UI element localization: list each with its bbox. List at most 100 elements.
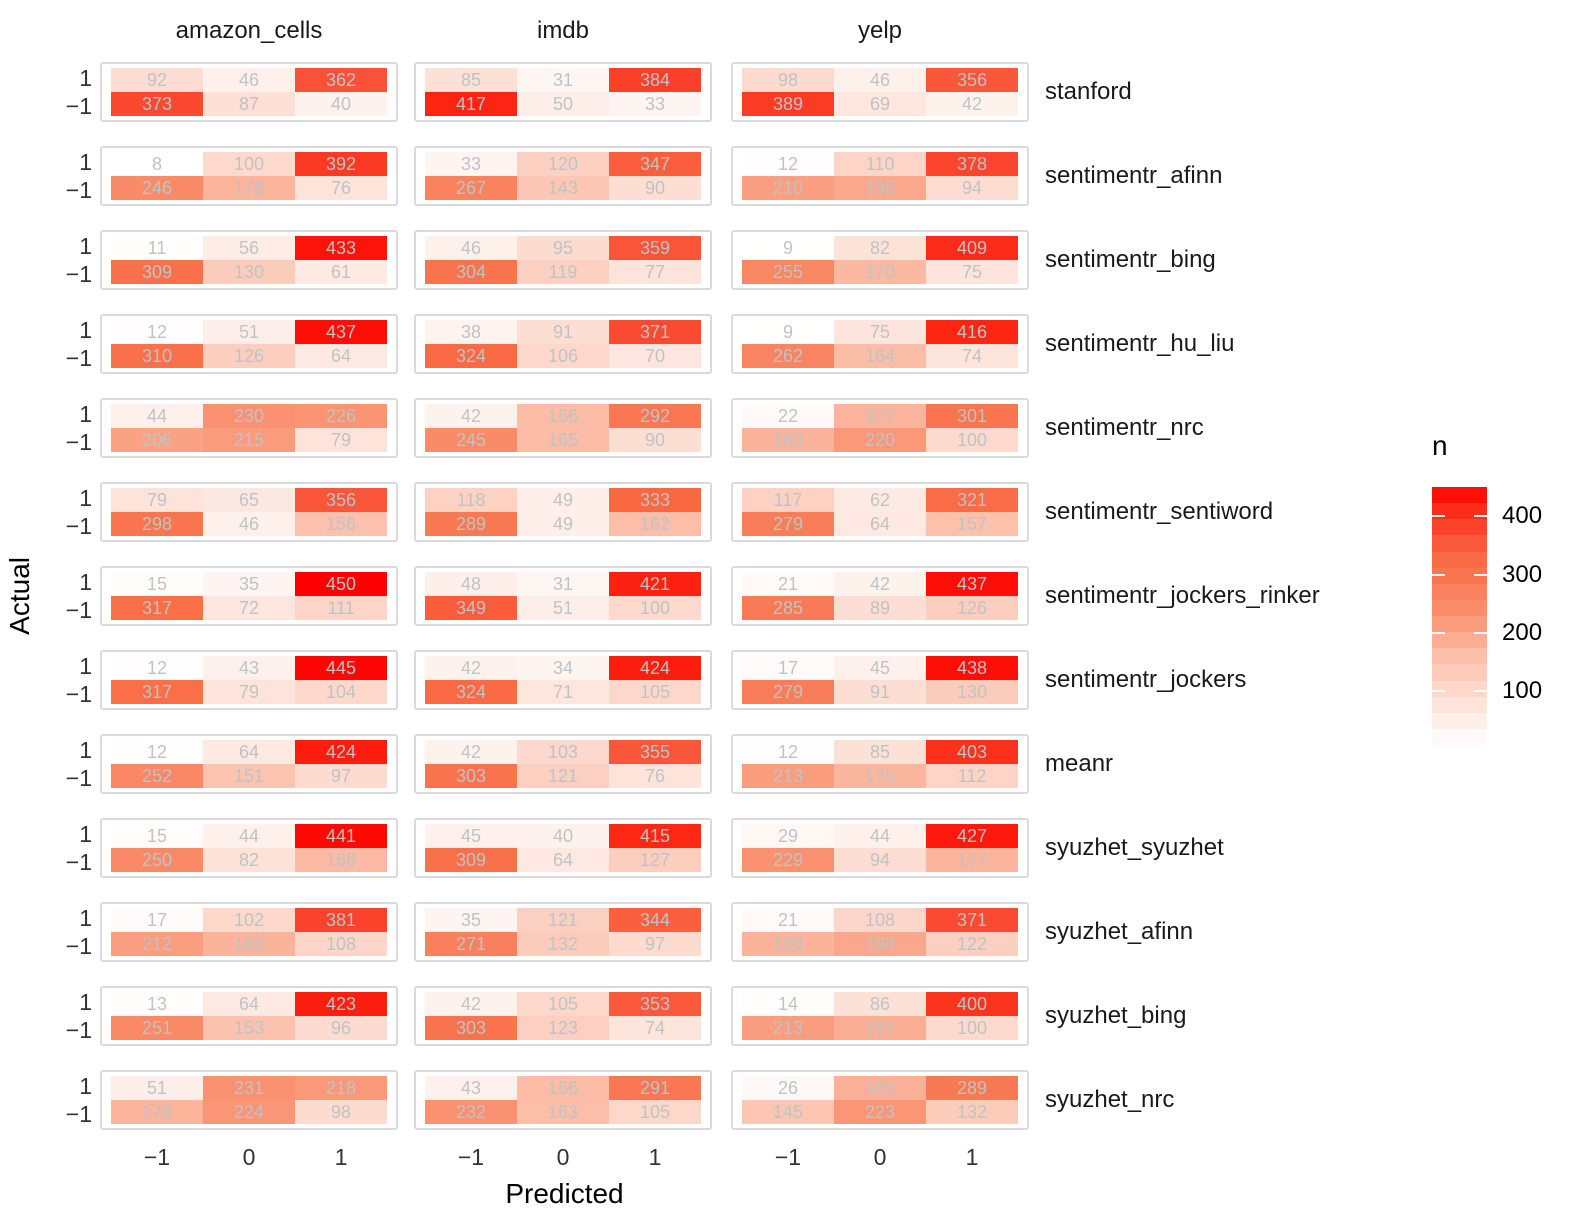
- heatmap-tile: 285: [742, 596, 834, 620]
- heatmap-tile: 42: [926, 92, 1018, 116]
- y-tick-label: −1: [65, 681, 92, 707]
- heatmap-tile: 100: [609, 596, 701, 620]
- facet-panel-syuzhet_nrc-imdb: 43 166 291 232 163 105: [414, 1070, 712, 1130]
- heatmap-tile: 49: [517, 512, 609, 536]
- heatmap-tile: 40: [295, 92, 387, 116]
- tile-grid: 11 56 433 309 130 61: [111, 236, 387, 284]
- heatmap-tile: 437: [295, 320, 387, 344]
- heatmap-tile: 17: [742, 656, 834, 680]
- y-tick-label: −1: [65, 513, 92, 539]
- heatmap-tile: 51: [517, 596, 609, 620]
- facet-panel-syuzhet_nrc-amazon_cells: 51 231 218 178 224 98: [100, 1070, 398, 1130]
- heatmap-tile: 46: [203, 68, 295, 92]
- heatmap-tile: 42: [425, 656, 517, 680]
- tile-grid: 45 40 415 309 64 127: [425, 824, 701, 872]
- heatmap-tile: 112: [926, 764, 1018, 788]
- facet-row-label-sentimentr_jockers: sentimentr_jockers: [1045, 666, 1247, 693]
- heatmap-tile: 303: [425, 1016, 517, 1040]
- heatmap-tile: 98: [295, 1100, 387, 1124]
- heatmap-tile: 98: [742, 68, 834, 92]
- facet-panel-sentimentr_jockers_rinker-yelp: 21 42 437 285 89 126: [731, 566, 1029, 626]
- heatmap-tile: 97: [295, 764, 387, 788]
- heatmap-tile: 309: [425, 848, 517, 872]
- heatmap-tile: 223: [834, 1100, 926, 1124]
- tile-grid: 118 49 333 289 49 162: [425, 488, 701, 536]
- heatmap-tile: 359: [609, 236, 701, 260]
- tile-grid: 92 46 362 373 87 40: [111, 68, 387, 116]
- y-tick-label: −1: [65, 93, 92, 119]
- legend-band: [1432, 551, 1487, 569]
- facet-panel-syuzhet_syuzhet-imdb: 45 40 415 309 64 127: [414, 818, 712, 878]
- heatmap-tile: 64: [834, 512, 926, 536]
- heatmap-tile: 94: [834, 848, 926, 872]
- heatmap-tile: 45: [425, 824, 517, 848]
- heatmap-tile: 26: [742, 1076, 834, 1100]
- heatmap-tile: 87: [203, 92, 295, 116]
- heatmap-tile: 86: [834, 992, 926, 1016]
- heatmap-tile: 362: [295, 68, 387, 92]
- heatmap-tile: 403: [926, 740, 1018, 764]
- heatmap-tile: 232: [425, 1100, 517, 1124]
- heatmap-tile: 105: [609, 1100, 701, 1124]
- facet-column-strip-amazon_cells: amazon_cells: [175, 17, 323, 44]
- heatmap-tile: 145: [742, 1100, 834, 1124]
- heatmap-tile: 441: [295, 824, 387, 848]
- heatmap-tile: 198: [834, 932, 926, 956]
- tile-grid: 12 85 403 213 175 112: [742, 740, 1018, 788]
- heatmap-tile: 75: [926, 260, 1018, 284]
- heatmap-tile: 15: [111, 572, 203, 596]
- heatmap-tile: 40: [517, 824, 609, 848]
- heatmap-tile: 157: [926, 512, 1018, 536]
- heatmap-tile: 12: [742, 740, 834, 764]
- legend-band: [1432, 599, 1487, 617]
- heatmap-tile: 132: [926, 1100, 1018, 1124]
- heatmap-tile: 143: [517, 176, 609, 200]
- heatmap-tile: 48: [425, 572, 517, 596]
- x-tick-label: 0: [873, 1144, 887, 1170]
- facet-row-label-sentimentr_afinn: sentimentr_afinn: [1045, 162, 1223, 189]
- facet-row-label-sentimentr_sentiword: sentimentr_sentiword: [1045, 498, 1274, 525]
- heatmap-tile: 100: [203, 152, 295, 176]
- heatmap-tile: 301: [926, 404, 1018, 428]
- heatmap-tile: 317: [111, 680, 203, 704]
- heatmap-tile: 132: [517, 932, 609, 956]
- tile-grid: 15 44 441 250 82 168: [111, 824, 387, 872]
- facet-panel-meanr-amazon_cells: 12 64 424 252 151 97: [100, 734, 398, 794]
- heatmap-tile: 79: [111, 488, 203, 512]
- heatmap-tile: 118: [425, 488, 517, 512]
- tile-grid: 21 42 437 285 89 126: [742, 572, 1018, 620]
- heatmap-tile: 61: [295, 260, 387, 284]
- heatmap-tile: 74: [609, 1016, 701, 1040]
- x-tick-label: 1: [965, 1144, 979, 1170]
- y-tick-label: −1: [65, 345, 92, 371]
- heatmap-tile: 162: [609, 512, 701, 536]
- heatmap-tile: 76: [609, 764, 701, 788]
- facet-panel-sentimentr_nrc-amazon_cells: 44 230 226 206 215 79: [100, 398, 398, 458]
- heatmap-tile: 75: [834, 320, 926, 344]
- heatmap-tile: 90: [609, 176, 701, 200]
- facet-panel-sentimentr_hu_liu-amazon_cells: 12 51 437 310 126 64: [100, 314, 398, 374]
- facet-panel-stanford-amazon_cells: 92 46 362 373 87 40: [100, 62, 398, 122]
- y-tick-label: 1: [79, 569, 92, 595]
- heatmap-tile: 9: [742, 236, 834, 260]
- heatmap-tile: 324: [425, 680, 517, 704]
- heatmap-tile: 96: [295, 1016, 387, 1040]
- heatmap-tile: 49: [517, 488, 609, 512]
- heatmap-tile: 291: [609, 1076, 701, 1100]
- heatmap-tile: 69: [834, 92, 926, 116]
- heatmap-tile: 13: [111, 992, 203, 1016]
- y-tick-label: −1: [65, 1101, 92, 1127]
- facet-row-label-sentimentr_hu_liu: sentimentr_hu_liu: [1045, 330, 1235, 357]
- heatmap-tile: 279: [742, 680, 834, 704]
- heatmap-tile: 110: [834, 152, 926, 176]
- heatmap-tile: 72: [203, 596, 295, 620]
- heatmap-tile: 166: [517, 404, 609, 428]
- legend-colorbar: [1432, 487, 1487, 745]
- facet-panel-sentimentr_sentiword-amazon_cells: 79 65 356 298 46 156: [100, 482, 398, 542]
- facet-panel-stanford-imdb: 85 31 384 417 50 33: [414, 62, 712, 122]
- heatmap-tile: 166: [517, 1076, 609, 1100]
- heatmap-tile: 43: [203, 656, 295, 680]
- facet-panel-sentimentr_jockers_rinker-amazon_cells: 15 35 450 317 72 111: [100, 566, 398, 626]
- heatmap-tile: 373: [111, 92, 203, 116]
- facet-row-label-sentimentr_nrc: sentimentr_nrc: [1045, 414, 1204, 441]
